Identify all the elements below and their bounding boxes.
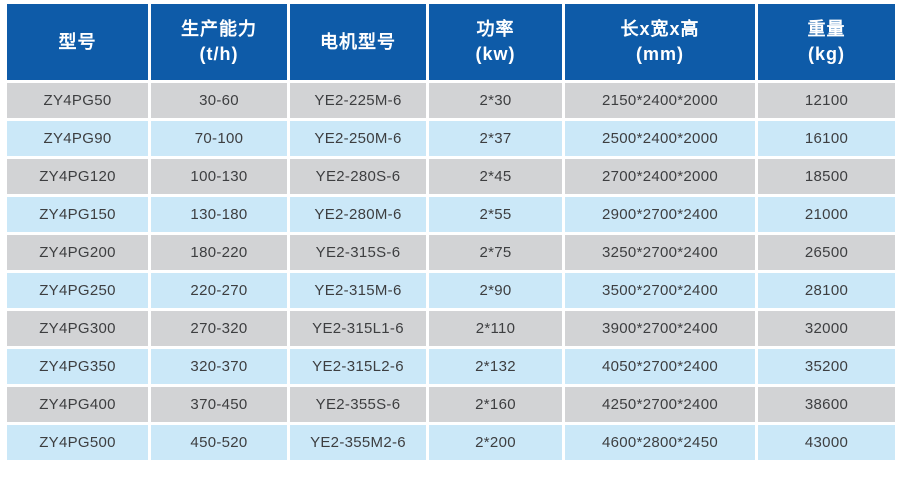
cell-weight: 12100 — [758, 83, 895, 118]
cell-dimensions: 3250*2700*2400 — [565, 235, 755, 270]
cell-model: ZY4PG300 — [7, 311, 148, 346]
col-header-power-label: 功率 — [476, 19, 515, 39]
cell-weight: 16100 — [758, 121, 895, 156]
cell-model: ZY4PG350 — [7, 349, 148, 384]
cell-model: ZY4PG150 — [7, 197, 148, 232]
header-row: 型号 生产能力 (t/h) 电机型号 功率 (kw) 长x宽x高 (mm) 重量 — [7, 4, 895, 80]
cell-motor-model: YE2-355S-6 — [290, 387, 426, 422]
table-row: ZY4PG120 100-130 YE2-280S-6 2*45 2700*24… — [7, 159, 895, 194]
cell-power: 2*30 — [429, 83, 562, 118]
cell-capacity: 320-370 — [151, 349, 287, 384]
table-row: ZY4PG350 320-370 YE2-315L2-6 2*132 4050*… — [7, 349, 895, 384]
cell-dimensions: 4600*2800*2450 — [565, 425, 755, 460]
cell-model: ZY4PG400 — [7, 387, 148, 422]
table-header: 型号 生产能力 (t/h) 电机型号 功率 (kw) 长x宽x高 (mm) 重量 — [7, 4, 895, 80]
cell-capacity: 130-180 — [151, 197, 287, 232]
cell-capacity: 270-320 — [151, 311, 287, 346]
table-row: ZY4PG250 220-270 YE2-315M-6 2*90 3500*27… — [7, 273, 895, 308]
cell-power: 2*55 — [429, 197, 562, 232]
cell-motor-model: YE2-355M2-6 — [290, 425, 426, 460]
col-header-power-unit: (kw) — [475, 44, 516, 64]
cell-model: ZY4PG250 — [7, 273, 148, 308]
col-header-weight-unit: (kg) — [808, 44, 845, 64]
cell-weight: 26500 — [758, 235, 895, 270]
cell-weight: 32000 — [758, 311, 895, 346]
cell-capacity: 220-270 — [151, 273, 287, 308]
cell-model: ZY4PG50 — [7, 83, 148, 118]
col-header-dimensions-label: 长x宽x高 — [620, 19, 700, 39]
cell-motor-model: YE2-315L2-6 — [290, 349, 426, 384]
cell-weight: 43000 — [758, 425, 895, 460]
cell-model: ZY4PG90 — [7, 121, 148, 156]
cell-motor-model: YE2-315L1-6 — [290, 311, 426, 346]
cell-model: ZY4PG200 — [7, 235, 148, 270]
cell-model: ZY4PG120 — [7, 159, 148, 194]
cell-capacity: 30-60 — [151, 83, 287, 118]
cell-dimensions: 4050*2700*2400 — [565, 349, 755, 384]
table-row: ZY4PG400 370-450 YE2-355S-6 2*160 4250*2… — [7, 387, 895, 422]
cell-power: 2*160 — [429, 387, 562, 422]
cell-weight: 35200 — [758, 349, 895, 384]
col-header-weight-label: 重量 — [807, 19, 846, 39]
cell-motor-model: YE2-280S-6 — [290, 159, 426, 194]
cell-dimensions: 2900*2700*2400 — [565, 197, 755, 232]
table-row: ZY4PG150 130-180 YE2-280M-6 2*55 2900*27… — [7, 197, 895, 232]
col-header-model-label: 型号 — [58, 31, 97, 52]
cell-motor-model: YE2-225M-6 — [290, 83, 426, 118]
cell-dimensions: 2500*2400*2000 — [565, 121, 755, 156]
cell-power: 2*110 — [429, 311, 562, 346]
table-body: ZY4PG50 30-60 YE2-225M-6 2*30 2150*2400*… — [7, 83, 895, 460]
cell-capacity: 370-450 — [151, 387, 287, 422]
cell-capacity: 180-220 — [151, 235, 287, 270]
cell-model: ZY4PG500 — [7, 425, 148, 460]
cell-capacity: 450-520 — [151, 425, 287, 460]
col-header-power: 功率 (kw) — [429, 4, 562, 80]
cell-power: 2*37 — [429, 121, 562, 156]
cell-dimensions: 2150*2400*2000 — [565, 83, 755, 118]
table-row: ZY4PG300 270-320 YE2-315L1-6 2*110 3900*… — [7, 311, 895, 346]
cell-power: 2*90 — [429, 273, 562, 308]
cell-dimensions: 3900*2700*2400 — [565, 311, 755, 346]
col-header-dimensions: 长x宽x高 (mm) — [565, 4, 755, 80]
col-header-motor-model: 电机型号 — [290, 4, 426, 80]
cell-dimensions: 2700*2400*2000 — [565, 159, 755, 194]
col-header-dimensions-unit: (mm) — [636, 44, 684, 64]
cell-motor-model: YE2-280M-6 — [290, 197, 426, 232]
col-header-weight: 重量 (kg) — [758, 4, 895, 80]
cell-power: 2*132 — [429, 349, 562, 384]
cell-motor-model: YE2-250M-6 — [290, 121, 426, 156]
cell-power: 2*75 — [429, 235, 562, 270]
cell-motor-model: YE2-315S-6 — [290, 235, 426, 270]
cell-capacity: 70-100 — [151, 121, 287, 156]
cell-power: 2*45 — [429, 159, 562, 194]
cell-motor-model: YE2-315M-6 — [290, 273, 426, 308]
cell-weight: 28100 — [758, 273, 895, 308]
col-header-capacity-unit: (t/h) — [199, 44, 239, 64]
cell-weight: 38600 — [758, 387, 895, 422]
table-row: ZY4PG50 30-60 YE2-225M-6 2*30 2150*2400*… — [7, 83, 895, 118]
col-header-motor-model-label: 电机型号 — [320, 31, 396, 52]
col-header-capacity-label: 生产能力 — [181, 19, 257, 39]
table-row: ZY4PG90 70-100 YE2-250M-6 2*37 2500*2400… — [7, 121, 895, 156]
spec-table: 型号 生产能力 (t/h) 电机型号 功率 (kw) 长x宽x高 (mm) 重量 — [4, 1, 898, 463]
table-row: ZY4PG200 180-220 YE2-315S-6 2*75 3250*27… — [7, 235, 895, 270]
col-header-model: 型号 — [7, 4, 148, 80]
cell-power: 2*200 — [429, 425, 562, 460]
cell-weight: 21000 — [758, 197, 895, 232]
col-header-capacity: 生产能力 (t/h) — [151, 4, 287, 80]
table-row: ZY4PG500 450-520 YE2-355M2-6 2*200 4600*… — [7, 425, 895, 460]
cell-capacity: 100-130 — [151, 159, 287, 194]
cell-weight: 18500 — [758, 159, 895, 194]
cell-dimensions: 3500*2700*2400 — [565, 273, 755, 308]
cell-dimensions: 4250*2700*2400 — [565, 387, 755, 422]
